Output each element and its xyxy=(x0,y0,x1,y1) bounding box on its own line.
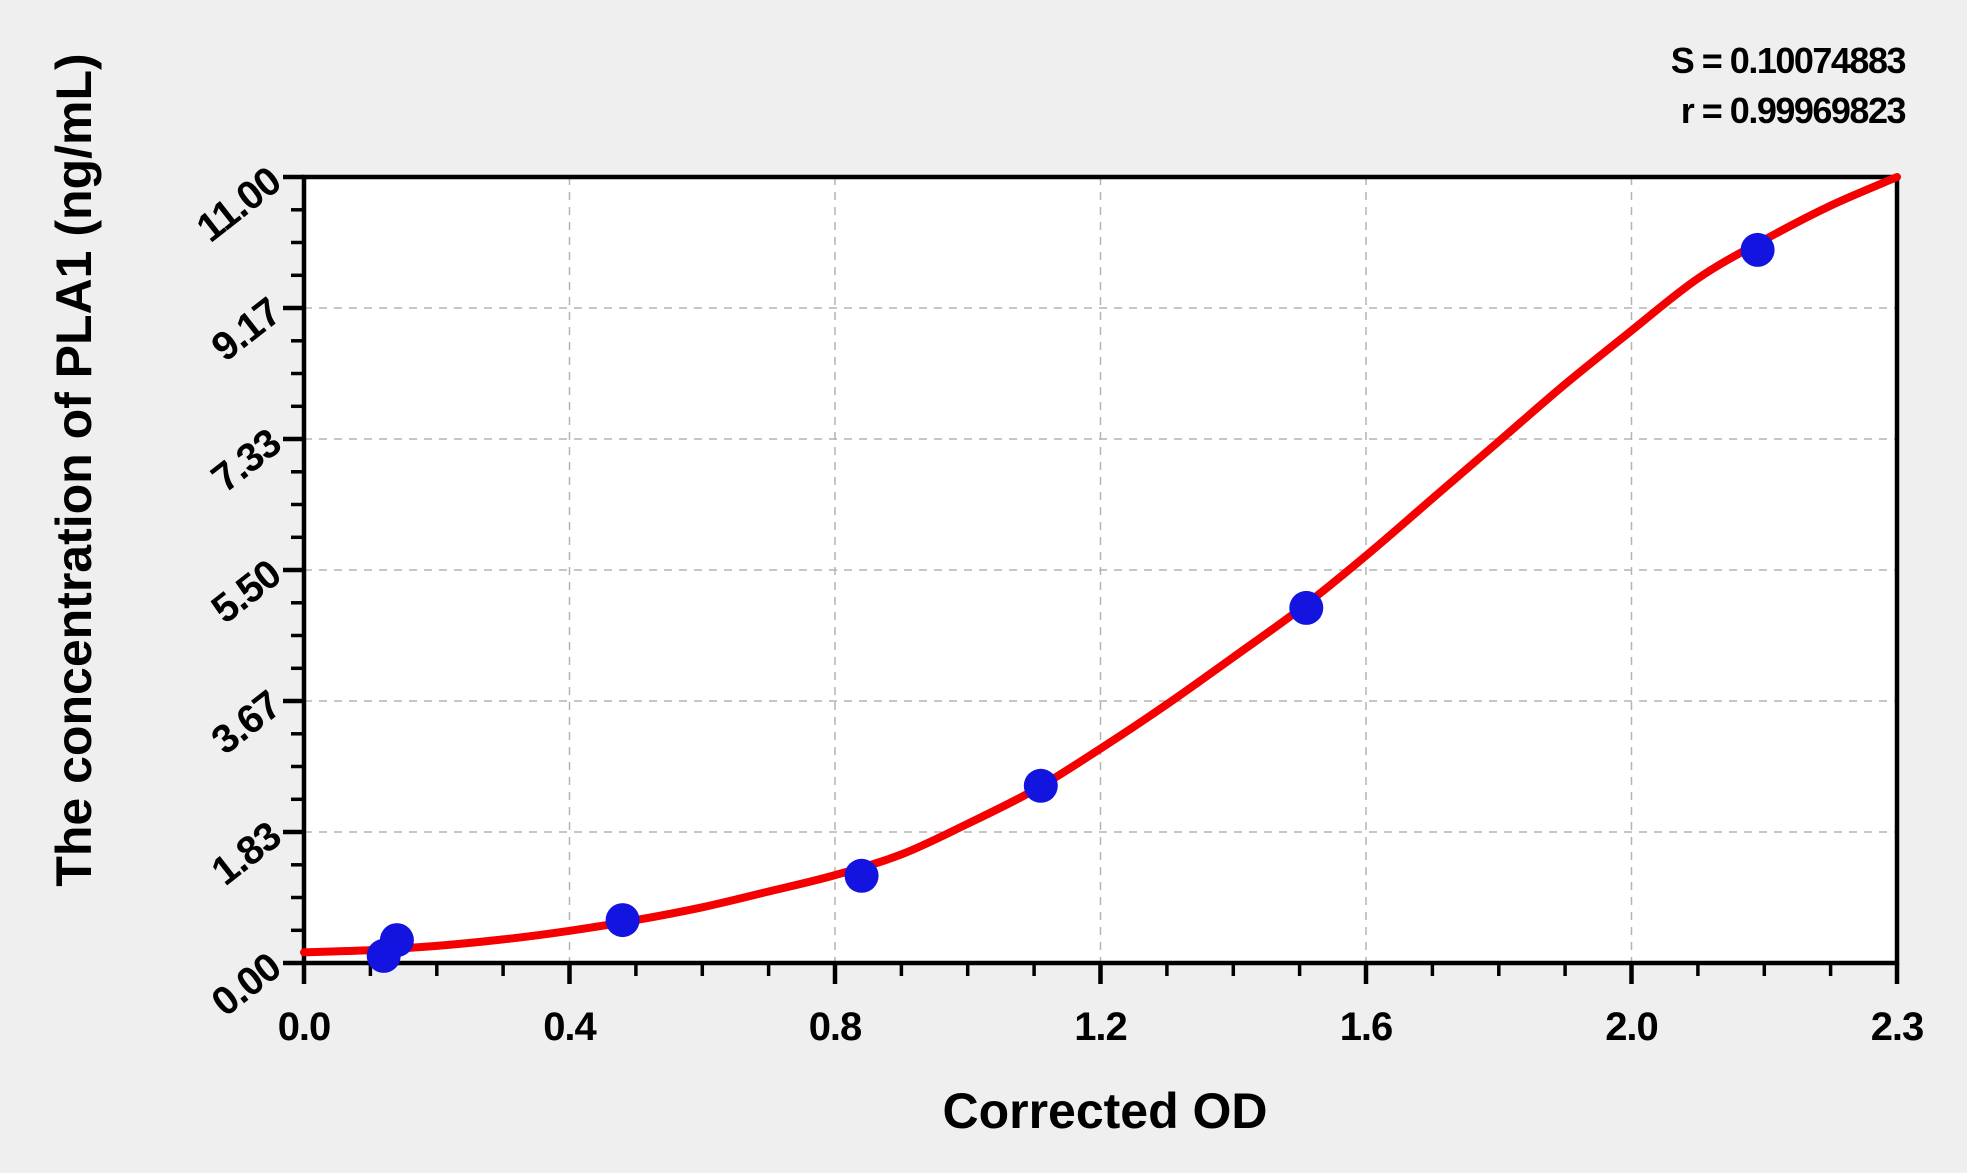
x-axis-title: Corrected OD xyxy=(942,1083,1268,1139)
data-point xyxy=(1740,232,1775,267)
stat-s-value: S = 0.10074883 xyxy=(1670,40,1907,81)
x-tick-label: 1.2 xyxy=(1074,1005,1127,1049)
y-tick-label: 3.67 xyxy=(204,683,289,763)
y-tick-label: 1.83 xyxy=(204,814,289,894)
fit-statistics: S = 0.10074883 r = 0.99969823 xyxy=(1670,36,1907,136)
x-tick-label: 2.0 xyxy=(1605,1005,1658,1049)
y-tick-label: 11.00 xyxy=(189,159,289,251)
x-tick-label: 2.3 xyxy=(1871,1005,1924,1049)
y-tick-label: 9.17 xyxy=(204,290,289,370)
y-axis-title: The concentration of PLA1 (ng/mL) xyxy=(46,53,102,887)
y-tick-label: 0.00 xyxy=(204,945,289,1025)
data-point xyxy=(379,923,414,958)
x-tick-label: 0.4 xyxy=(543,1005,597,1049)
y-tick-label: 5.50 xyxy=(204,552,289,632)
data-point xyxy=(1289,590,1324,625)
data-point xyxy=(1023,768,1058,803)
x-tick-label: 1.6 xyxy=(1340,1005,1393,1049)
fitted-curve xyxy=(300,173,1901,957)
data-point xyxy=(844,858,879,893)
x-tick-label: 0.8 xyxy=(809,1005,862,1049)
data-point xyxy=(605,903,640,938)
stat-r-value: r = 0.99969823 xyxy=(1680,90,1907,131)
x-tick-label: 0.0 xyxy=(278,1005,331,1049)
y-tick-label: 7.33 xyxy=(204,421,289,501)
